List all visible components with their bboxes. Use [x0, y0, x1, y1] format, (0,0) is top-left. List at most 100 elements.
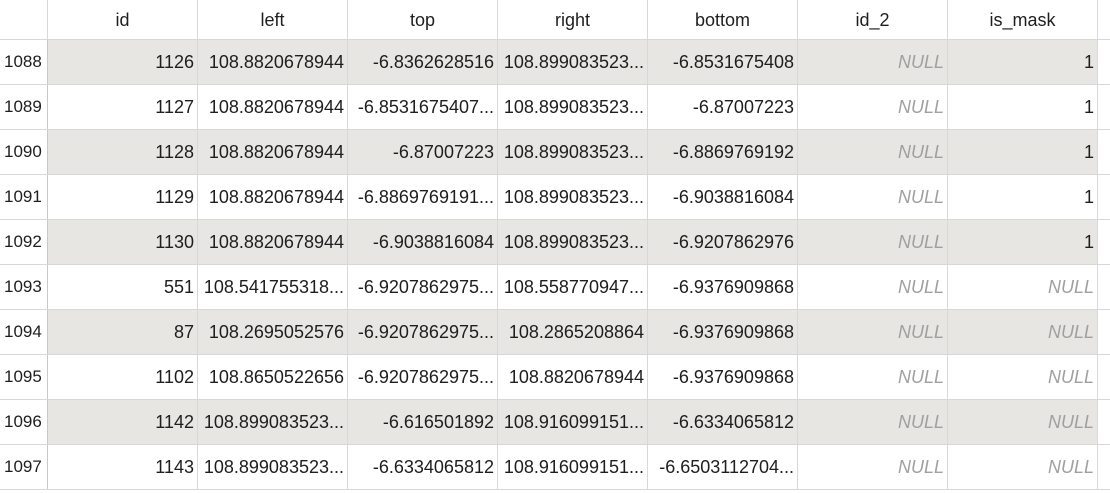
- cell-id-2[interactable]: NULL: [798, 220, 948, 264]
- cell-is-mask[interactable]: 1: [948, 85, 1098, 129]
- cell-top[interactable]: -6.9207862975...: [348, 265, 498, 309]
- cell-is-mask[interactable]: NULL: [948, 310, 1098, 354]
- cell-left[interactable]: 108.8820678944: [198, 40, 348, 84]
- cell-id-2[interactable]: NULL: [798, 400, 948, 444]
- column-header-is-mask[interactable]: is_mask: [948, 0, 1098, 40]
- cell-left[interactable]: 108.899083523...: [198, 400, 348, 444]
- cell-id[interactable]: 551: [48, 265, 198, 309]
- cell-id[interactable]: 87: [48, 310, 198, 354]
- cell-bottom[interactable]: -6.9207862976: [648, 220, 798, 264]
- cell-top[interactable]: -6.87007223: [348, 130, 498, 174]
- cell-id[interactable]: 1127: [48, 85, 198, 129]
- table-row[interactable]: 1092 1130 108.8820678944 -6.9038816084 108.8…: [0, 220, 1110, 265]
- cell-left[interactable]: 108.2695052576: [198, 310, 348, 354]
- cell-left[interactable]: 108.8650522656: [198, 355, 348, 399]
- cell-top[interactable]: -6.9207862975...: [348, 355, 498, 399]
- column-header-top[interactable]: top: [348, 0, 498, 40]
- cell-right[interactable]: 108.2865208864: [498, 310, 648, 354]
- cell-bottom[interactable]: -6.9038816084: [648, 175, 798, 219]
- table-row[interactable]: 1094 87 108.2695052576 -6.9207862975... 108.…: [0, 310, 1110, 355]
- cell-is-mask[interactable]: 1: [948, 175, 1098, 219]
- cell-top[interactable]: -6.9207862975...: [348, 310, 498, 354]
- column-header-id-2[interactable]: id_2: [798, 0, 948, 40]
- cell-id[interactable]: 1142: [48, 400, 198, 444]
- cell-right[interactable]: 108.899083523...: [498, 220, 648, 264]
- row-header[interactable]: 1093: [0, 265, 48, 309]
- cell-bottom[interactable]: -6.6503112704...: [648, 445, 798, 489]
- cell-left[interactable]: 108.8820678944: [198, 220, 348, 264]
- row-header[interactable]: 1089: [0, 85, 48, 129]
- cell-top[interactable]: -6.6334065812: [348, 445, 498, 489]
- cell-right[interactable]: 108.899083523...: [498, 175, 648, 219]
- header-corner[interactable]: [0, 0, 48, 40]
- cell-id[interactable]: 1128: [48, 130, 198, 174]
- row-header[interactable]: 1095: [0, 355, 48, 399]
- cell-left[interactable]: 108.8820678944: [198, 85, 348, 129]
- row-header[interactable]: 1096: [0, 400, 48, 444]
- cell-id-2[interactable]: NULL: [798, 130, 948, 174]
- table-row[interactable]: 1093 551 108.541755318... -6.9207862975... 1…: [0, 265, 1110, 310]
- row-header[interactable]: 1097: [0, 445, 48, 489]
- cell-top[interactable]: -6.616501892: [348, 400, 498, 444]
- table-row[interactable]: 1096 1142 108.899083523... -6.616501892 108.…: [0, 400, 1110, 445]
- cell-is-mask[interactable]: 1: [948, 130, 1098, 174]
- cell-id-2[interactable]: NULL: [798, 175, 948, 219]
- cell-right[interactable]: 108.558770947...: [498, 265, 648, 309]
- cell-is-mask[interactable]: NULL: [948, 265, 1098, 309]
- column-header-bottom[interactable]: bottom: [648, 0, 798, 40]
- cell-is-mask[interactable]: NULL: [948, 445, 1098, 489]
- cell-left[interactable]: 108.899083523...: [198, 445, 348, 489]
- table-body: 1088 1126 108.8820678944 -6.8362628516 108.8…: [0, 40, 1110, 490]
- cell-id-2[interactable]: NULL: [798, 85, 948, 129]
- cell-bottom[interactable]: -6.8869769192: [648, 130, 798, 174]
- cell-right[interactable]: 108.899083523...: [498, 40, 648, 84]
- cell-top[interactable]: -6.9038816084: [348, 220, 498, 264]
- cell-right[interactable]: 108.916099151...: [498, 400, 648, 444]
- table-row[interactable]: 1097 1143 108.899083523... -6.6334065812 108…: [0, 445, 1110, 490]
- cell-left[interactable]: 108.8820678944: [198, 130, 348, 174]
- row-header[interactable]: 1090: [0, 130, 48, 174]
- table-row[interactable]: 1095 1102 108.8650522656 -6.9207862975... 10…: [0, 355, 1110, 400]
- cell-id-2[interactable]: NULL: [798, 445, 948, 489]
- cell-bottom[interactable]: -6.9376909868: [648, 310, 798, 354]
- cell-id[interactable]: 1143: [48, 445, 198, 489]
- cell-top[interactable]: -6.8869769191...: [348, 175, 498, 219]
- cell-is-mask[interactable]: NULL: [948, 400, 1098, 444]
- cell-left[interactable]: 108.541755318...: [198, 265, 348, 309]
- cell-id-2[interactable]: NULL: [798, 40, 948, 84]
- table-row[interactable]: 1091 1129 108.8820678944 -6.8869769191... 10…: [0, 175, 1110, 220]
- row-header[interactable]: 1094: [0, 310, 48, 354]
- table-row[interactable]: 1090 1128 108.8820678944 -6.87007223 108.899…: [0, 130, 1110, 175]
- table-row[interactable]: 1089 1127 108.8820678944 -6.8531675407... 10…: [0, 85, 1110, 130]
- cell-is-mask[interactable]: NULL: [948, 355, 1098, 399]
- cell-id[interactable]: 1130: [48, 220, 198, 264]
- column-header-right[interactable]: right: [498, 0, 648, 40]
- cell-top[interactable]: -6.8362628516: [348, 40, 498, 84]
- cell-bottom[interactable]: -6.6334065812: [648, 400, 798, 444]
- cell-id[interactable]: 1129: [48, 175, 198, 219]
- cell-right[interactable]: 108.916099151...: [498, 445, 648, 489]
- row-header[interactable]: 1092: [0, 220, 48, 264]
- cell-top[interactable]: -6.8531675407...: [348, 85, 498, 129]
- cell-id[interactable]: 1102: [48, 355, 198, 399]
- cell-right[interactable]: 108.899083523...: [498, 130, 648, 174]
- cell-id-2[interactable]: NULL: [798, 355, 948, 399]
- cell-id-2[interactable]: NULL: [798, 310, 948, 354]
- cell-id[interactable]: 1126: [48, 40, 198, 84]
- column-header-id[interactable]: id: [48, 0, 198, 40]
- column-header-left[interactable]: left: [198, 0, 348, 40]
- cell-id-2[interactable]: NULL: [798, 265, 948, 309]
- cell-right[interactable]: 108.899083523...: [498, 85, 648, 129]
- cell-left[interactable]: 108.8820678944: [198, 175, 348, 219]
- row-header[interactable]: 1091: [0, 175, 48, 219]
- cell-bottom[interactable]: -6.9376909868: [648, 265, 798, 309]
- cell-is-mask[interactable]: 1: [948, 40, 1098, 84]
- cell-is-mask[interactable]: 1: [948, 220, 1098, 264]
- cell-bottom[interactable]: -6.8531675408: [648, 40, 798, 84]
- cell-bottom[interactable]: -6.9376909868: [648, 355, 798, 399]
- cell-bottom[interactable]: -6.87007223: [648, 85, 798, 129]
- cell-right[interactable]: 108.8820678944: [498, 355, 648, 399]
- table-row[interactable]: 1088 1126 108.8820678944 -6.8362628516 108.8…: [0, 40, 1110, 85]
- row-header[interactable]: 1088: [0, 40, 48, 84]
- table-header: id left top right bottom id_2 is_mask: [0, 0, 1110, 40]
